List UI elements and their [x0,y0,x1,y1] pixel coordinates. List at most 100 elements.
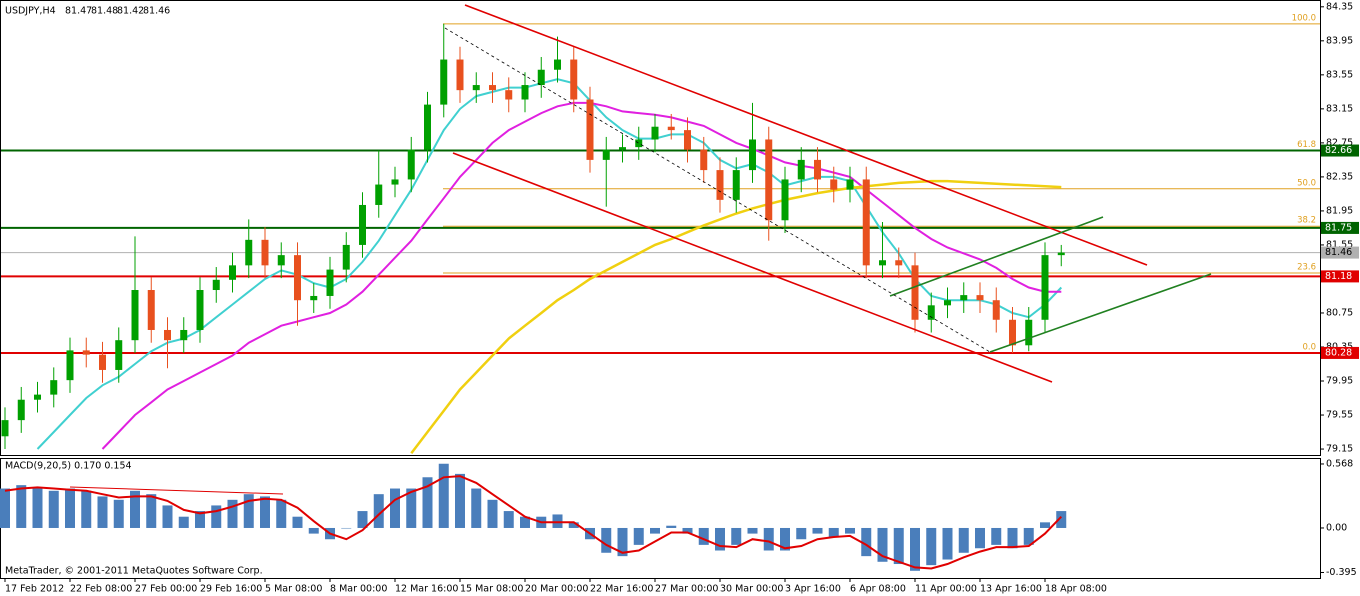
candle-body [245,239,253,266]
macd-bar [666,525,677,528]
candle-body [131,290,139,341]
macd-bar [715,527,725,551]
candle-body [781,179,789,221]
y-tick-label: 82.35 [1326,171,1353,182]
macd-bar [617,527,628,557]
macd-y-tick-label: 0.568 [1326,458,1353,469]
macd-bar [1007,527,1018,549]
macd-bar [357,511,368,528]
moving-average [36,78,1063,450]
candle-body [212,279,220,291]
candle-body [570,59,578,100]
x-tick-label: 6 Apr 08:00 [850,584,906,595]
macd-bar [97,496,108,528]
macd-bar [698,527,709,545]
x-tick-label: 11 Apr 00:00 [915,584,977,595]
candle-body [17,399,25,421]
macd-bar [1056,511,1067,528]
macd-bar [568,522,579,528]
candle-body [651,126,659,140]
candle-body [294,255,301,301]
macd-signal [4,475,1063,570]
fib-label: 100.0 [1292,13,1316,23]
y-tick-label: 81.95 [1326,205,1353,216]
fib-baseline [444,27,991,353]
macd-bar [503,511,514,528]
candle-body [196,290,204,330]
candle-body [716,170,724,200]
macd-bar [487,499,498,528]
y-tick-label: 83.95 [1326,35,1353,46]
x-tick-label: 8 Mar 00:00 [330,584,387,595]
candle-body [960,295,968,301]
candle-body [310,295,318,301]
candle-body [635,139,643,148]
candle-body [830,179,838,190]
level-box [1321,221,1359,234]
candle-body [814,159,821,180]
fib-label: 50.0 [1297,178,1316,188]
candle-body [1041,255,1049,320]
macd-bar [292,516,303,528]
candle-body [992,300,1000,320]
x-tick-label: 17 Feb 2012 [5,584,64,595]
macd-bar [796,527,807,540]
symbol: USDJPY,H4 [5,6,56,17]
candle-body [765,139,773,221]
y-tick-label: 81.55 [1326,239,1353,250]
candle-body [505,90,513,100]
macd-bar [178,516,189,528]
macd-bar [373,494,384,528]
macd-bar [991,527,1002,545]
macd-bar [926,527,937,566]
y-tick-label: 80.75 [1326,307,1353,318]
macd-bar [975,527,985,549]
candle-body [895,260,903,266]
candle-body [927,305,935,320]
price-frame [0,0,1321,456]
candle-body [407,149,415,180]
macd-bar [406,488,417,528]
macd-bar [48,490,59,528]
level-label: 81.46 [1325,247,1352,258]
fib-label: 0.0 [1302,342,1316,352]
macd-bar [16,485,27,528]
y-tick-label: 79.55 [1326,410,1353,421]
macd-bar [780,527,790,551]
candle-body [34,394,41,400]
candle-body [537,69,545,86]
level-label: 80.28 [1325,347,1352,358]
macd-bar [1023,527,1034,545]
macd-bar [520,516,530,528]
candle-body [619,147,626,150]
macd-bar [276,499,287,528]
candle-body [359,204,366,245]
moving-average [410,179,1062,455]
macd-bar [828,527,839,537]
macd-bar [438,463,449,528]
candle-body [732,170,740,200]
candle-body [342,244,350,270]
macd-bar [162,505,173,528]
candle-body [164,329,171,341]
channel-bottom [452,152,1053,383]
macd-bar [390,488,400,528]
copyright: MetaTrader, © 2001-2011 MetaQuotes Softw… [5,566,263,577]
quote-open: 81.47 [65,6,92,17]
fib-label: 38.2 [1297,216,1316,226]
macd-bar [211,505,222,528]
macd-bar [113,499,124,528]
macd-bar [308,527,319,534]
candle-body [667,126,675,131]
macd-bar [65,488,75,528]
level-box [1321,246,1359,259]
candle-body [976,295,984,301]
macd-bar [763,527,774,551]
candle-body [277,255,285,266]
level-label: 81.75 [1325,222,1352,233]
candle-body [261,239,269,266]
trendlines [69,4,1212,495]
candle-body [99,354,106,370]
candle-body [472,85,480,91]
